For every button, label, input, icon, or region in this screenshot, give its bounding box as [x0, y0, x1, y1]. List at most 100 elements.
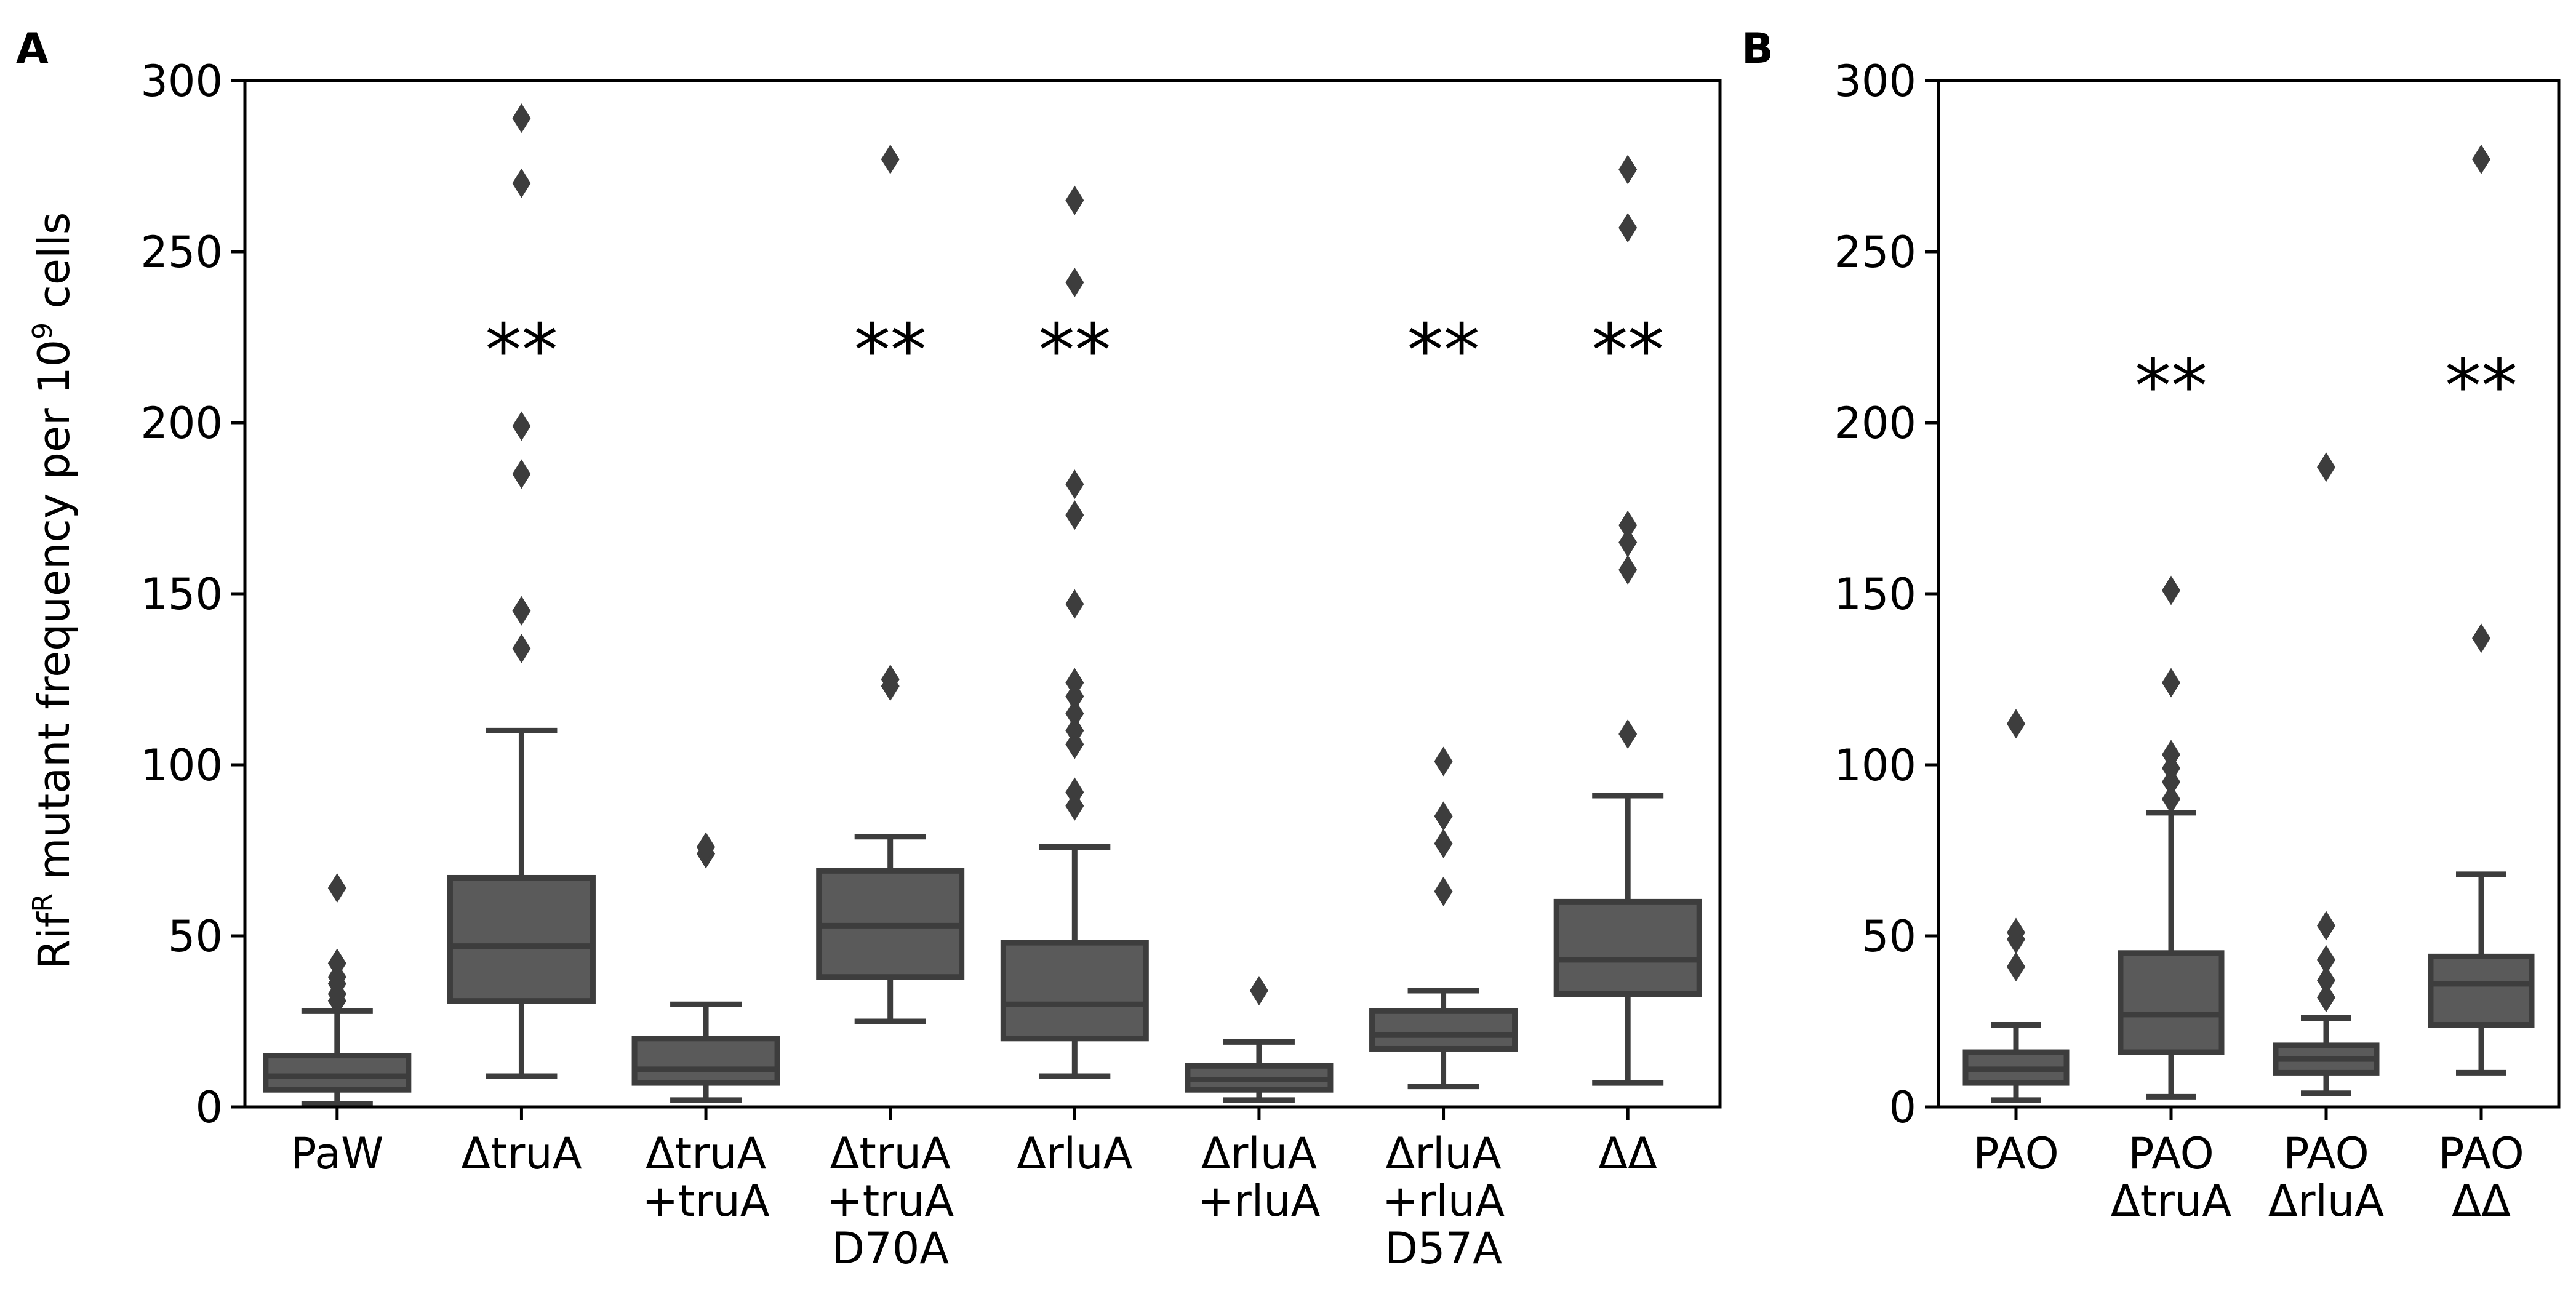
panel-b-outlier-marker [2472, 144, 2490, 174]
panel-b-category-label: PAO [2283, 1128, 2369, 1179]
panel-b-outlier-marker [2162, 784, 2180, 814]
panel-a-outlier-marker [1065, 589, 1084, 619]
panel-a-outlier-marker [1618, 555, 1638, 585]
panel-a-outlier-marker [1065, 469, 1084, 500]
panel-a-outlier-marker [1618, 510, 1638, 540]
panel-a-category-label: ΔΔ [1598, 1128, 1657, 1179]
panel-a-y-tick-label: 150 [140, 569, 223, 620]
y-axis-label-exponent: 9 [27, 322, 58, 340]
panel-b-box [2428, 953, 2535, 1028]
panel-b-box [2118, 950, 2225, 1055]
panel-a-outlier-marker [512, 411, 531, 441]
panel-a-outlier-marker [1065, 500, 1084, 530]
panel-a-significance-marker: ** [1038, 308, 1111, 393]
panel-b-letter: B [1742, 25, 1774, 73]
panel-a-box [263, 1053, 412, 1093]
panel-b-category-label: PAO [1973, 1128, 2059, 1179]
panel-b-category-label: ΔrluA [2268, 1176, 2384, 1226]
panel-a-category-label: +rluA [1382, 1176, 1505, 1226]
panel-a-y-tick-label: 300 [140, 56, 223, 106]
panel-a-outlier-marker [512, 103, 531, 134]
panel-b-outlier-marker [2007, 917, 2025, 948]
panel-a-outlier-marker [1434, 746, 1453, 777]
panel-a-outlier-marker [327, 873, 346, 903]
panel-b-y-tick-label: 250 [1834, 227, 1916, 278]
panel-a-category-label: +truA [642, 1176, 769, 1226]
panel-b-outlier-marker [2317, 452, 2335, 482]
panel-b-category-label: PAO [2128, 1128, 2214, 1179]
panel-a-category-label: ΔtruA [461, 1128, 582, 1179]
panel-a-outlier-marker [1618, 154, 1638, 185]
panel-a-outlier-marker [512, 633, 531, 663]
panel-a-outlier-marker [1065, 268, 1084, 298]
panel-a-outlier-marker [881, 665, 900, 694]
panel-a-category-label: ΔrluA [1201, 1128, 1317, 1179]
panel-a-outlier-marker [697, 832, 716, 862]
panel-a-y-tick-label: 250 [140, 227, 223, 278]
panel-b-frame [1937, 79, 2561, 1109]
y-axis-label: RifR mutant frequency per 109 cells [27, 212, 79, 970]
panel-a-outlier-marker [512, 596, 531, 626]
panel-b-y-tick-label: 150 [1834, 569, 1916, 620]
panel-b-outlier-marker [2162, 668, 2180, 698]
panel-a-box [631, 1036, 780, 1086]
y-axis-label-end: cells [29, 212, 79, 322]
panel-b-y-tick-label: 300 [1834, 56, 1916, 106]
panel-a-outlier-marker [1434, 828, 1453, 858]
panel-b-outlier-marker [2007, 952, 2025, 982]
panel-b-y-tick-label: 200 [1834, 398, 1916, 449]
y-axis-label-superscript: R [27, 893, 58, 913]
panel-a-outlier-marker [1065, 668, 1084, 698]
panel-a-outlier-marker [1065, 698, 1084, 729]
panel-b-category-label: PAO [2438, 1128, 2524, 1179]
panel-a-category-label: D70A [831, 1223, 949, 1274]
panel-a-significance-marker: ** [485, 308, 558, 393]
y-axis-label-main: Rif [29, 911, 79, 969]
panel-a-category-label: ΔtruA [830, 1128, 951, 1179]
panel-b-outlier-marker [2162, 740, 2180, 770]
panel-a-box [447, 874, 596, 1004]
panel-a-outlier-marker [1618, 213, 1638, 243]
panel-a-category-label: PaW [290, 1128, 383, 1179]
panel-b-significance-marker: ** [2445, 343, 2518, 428]
panel-b-outlier-marker [2317, 945, 2335, 975]
panel-b-outlier-marker [2162, 575, 2180, 605]
panel-a-category-label: +truA [826, 1176, 954, 1226]
panel-a-significance-marker: ** [1407, 308, 1480, 393]
panel-a-category-label: ΔtruA [646, 1128, 766, 1179]
panel-b-category-label: ΔΔ [2452, 1176, 2511, 1226]
panel-b-outlier-marker [2317, 983, 2335, 1013]
panel-a-outlier-marker [1065, 185, 1084, 215]
panel-a-outlier-marker [327, 948, 346, 978]
panel-a-y-tick-label: 200 [140, 398, 223, 449]
y-axis-label-middle: mutant frequency per 10 [29, 340, 79, 893]
panel-a-box [1553, 898, 1702, 997]
panel-a-outlier-marker [512, 168, 531, 198]
panel-a-category-label: ΔrluA [1017, 1128, 1132, 1179]
panel-a-significance-marker: ** [854, 308, 927, 393]
panel-a-frame [243, 79, 1722, 1109]
panel-a-significance-marker: ** [1591, 308, 1664, 393]
panel-a-outlier-marker [1618, 719, 1638, 749]
panel-a-outlier-marker [1065, 716, 1084, 746]
panel-a-outlier-marker [1434, 876, 1453, 906]
panel-a-outlier-marker [1434, 801, 1453, 831]
panel-b-y-tick-label: 100 [1834, 740, 1916, 791]
panel-a-y-tick-label: 50 [168, 911, 223, 962]
panel-a-outlier-marker [512, 459, 531, 489]
panel-a-category-label: +rluA [1198, 1176, 1320, 1226]
panel-a-y-tick-label: 100 [140, 740, 223, 791]
panel-b-y-tick-label: 0 [1889, 1082, 1916, 1133]
panel-a-outlier-marker [1618, 527, 1638, 557]
panel-b-outlier-marker [2317, 965, 2335, 996]
panel-b-outlier-marker [2317, 911, 2335, 941]
panel-b-outlier-marker [2472, 623, 2490, 653]
panel-a-outlier-marker [1249, 975, 1268, 1005]
panel-a-outlier-marker [881, 144, 900, 174]
panel-a-category-label: ΔrluA [1385, 1128, 1501, 1179]
